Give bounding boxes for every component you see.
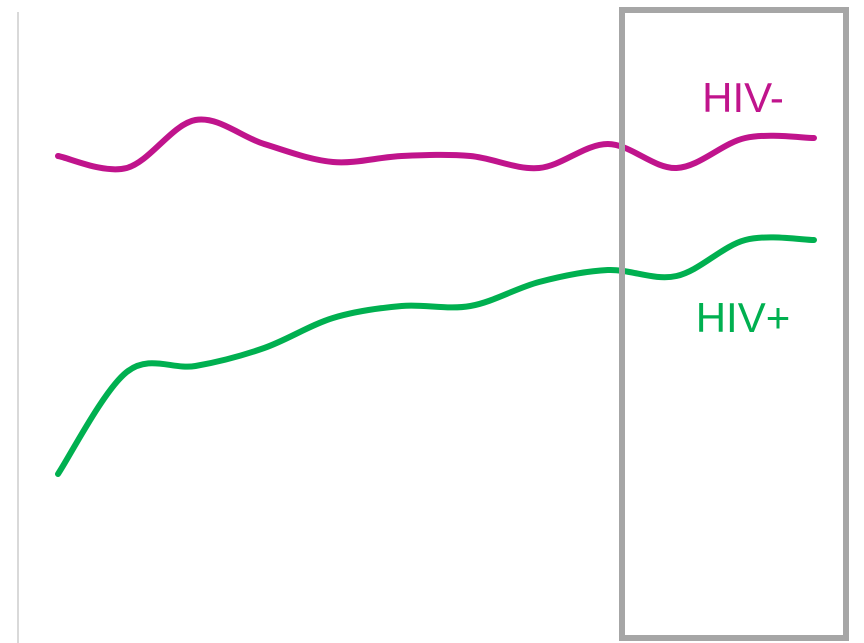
series-point-hiv-negpos	[330, 315, 336, 321]
series-point-hiv-negpos	[124, 369, 130, 375]
series-line-hiv-neg	[55, 116, 817, 173]
series-point-hiv-negpos	[55, 471, 61, 477]
series-point-hiv-neg	[124, 165, 130, 171]
series-point-hiv-neg	[674, 165, 680, 171]
series-label-hiv-neg: HIV-	[702, 74, 784, 121]
series-point-hiv-negpos	[811, 237, 817, 243]
series-point-hiv-neg	[811, 135, 817, 141]
series-labels: HIV- HIV+	[696, 74, 791, 341]
series-layer	[55, 116, 817, 477]
series-point-hiv-negpos	[674, 273, 680, 279]
series-point-hiv-negpos	[467, 303, 473, 309]
series-point-hiv-neg	[399, 153, 405, 159]
series-point-hiv-negpos	[399, 303, 405, 309]
series-point-hiv-neg	[55, 153, 61, 159]
series-point-hiv-neg	[742, 135, 748, 141]
series-point-hiv-neg	[467, 153, 473, 159]
highlight-layer	[619, 7, 849, 641]
highlight-box	[619, 7, 849, 641]
series-point-hiv-negpos	[261, 345, 267, 351]
series-point-hiv-neg	[261, 141, 267, 147]
series-point-hiv-negpos	[605, 267, 611, 273]
series-point-hiv-neg	[536, 165, 542, 171]
series-point-hiv-negpos	[192, 363, 198, 369]
series-point-hiv-neg	[192, 117, 198, 123]
series-point-hiv-neg	[605, 141, 611, 147]
series-point-hiv-neg	[330, 159, 336, 165]
series-label-hiv-negpos: HIV+	[696, 294, 791, 341]
series-point-hiv-negpos	[742, 237, 748, 243]
series-line-hiv-negpos	[55, 234, 817, 477]
series-point-hiv-negpos	[536, 279, 542, 285]
